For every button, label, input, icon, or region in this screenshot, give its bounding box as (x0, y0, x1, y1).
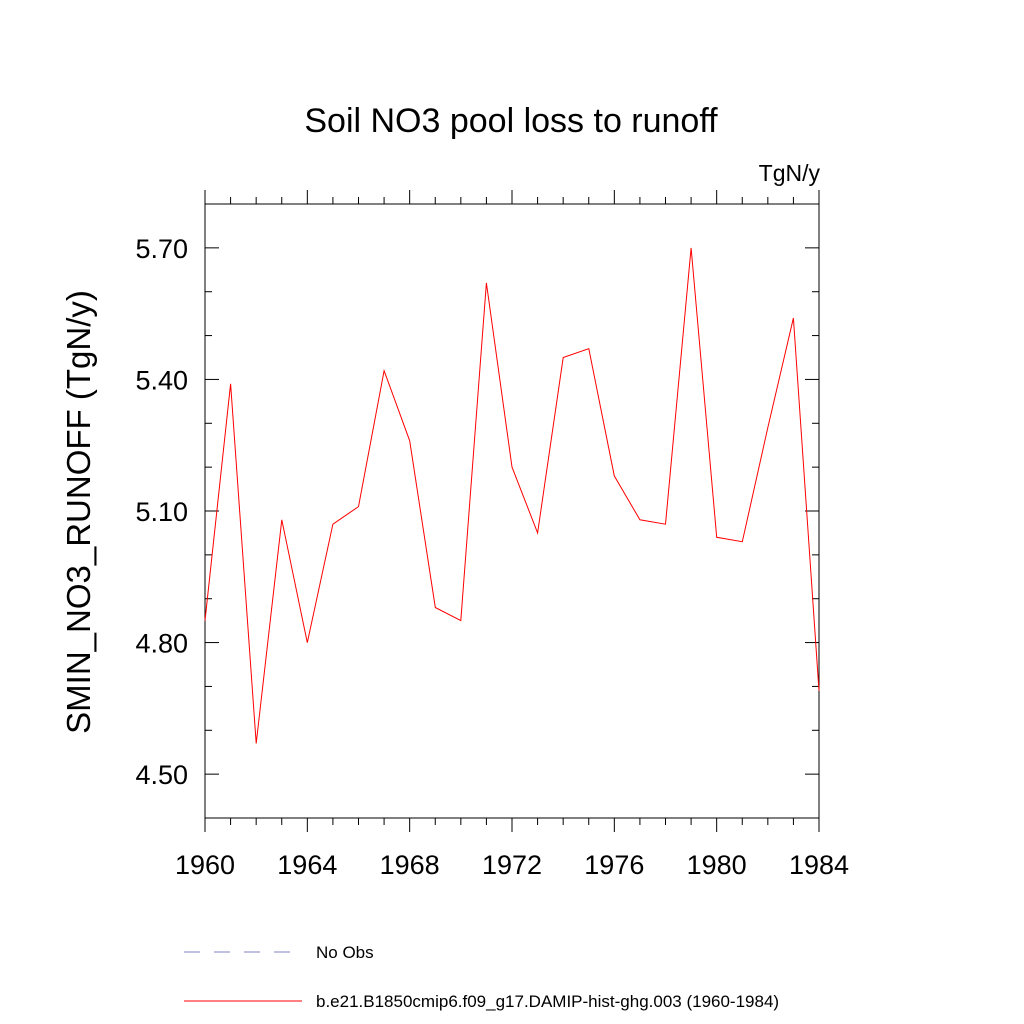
series-layer (204, 247, 820, 744)
x-tick-label: 1972 (482, 850, 542, 880)
x-tick-label: 1968 (380, 850, 440, 880)
units-label: TgN/y (759, 160, 821, 186)
legend-label-1: b.e21.B1850cmip6.f09_g17.DAMIP-hist-ghg.… (316, 992, 779, 1011)
legend: No Obs b.e21.B1850cmip6.f09_g17.DAMIP-his… (184, 943, 779, 1011)
y-tick-label: 5.40 (135, 365, 188, 395)
plot-frame (204, 203, 820, 819)
x-tick-label: 1976 (584, 850, 644, 880)
x-tick-label: 1960 (175, 850, 235, 880)
y-tick-label: 4.50 (135, 760, 188, 790)
y-axis-ticks: 4.50 4.80 5.10 5.40 5.70 (135, 234, 819, 790)
legend-label-0: No Obs (316, 943, 374, 962)
x-axis-ticks: 1960 1964 1968 1972 1976 1980 1984 (175, 190, 849, 880)
series-line-0 (204, 247, 820, 744)
x-tick-label: 1980 (687, 850, 747, 880)
x-tick-label: 1964 (277, 850, 337, 880)
y-tick-label: 4.80 (135, 629, 188, 659)
chart-title: Soil NO3 pool loss to runoff (304, 102, 718, 140)
y-tick-label: 5.70 (135, 234, 188, 264)
y-axis-label: SMIN_NO3_RUNOFF (TgN/y) (60, 290, 97, 734)
x-tick-label: 1984 (789, 850, 849, 880)
y-tick-label: 5.10 (135, 497, 188, 527)
